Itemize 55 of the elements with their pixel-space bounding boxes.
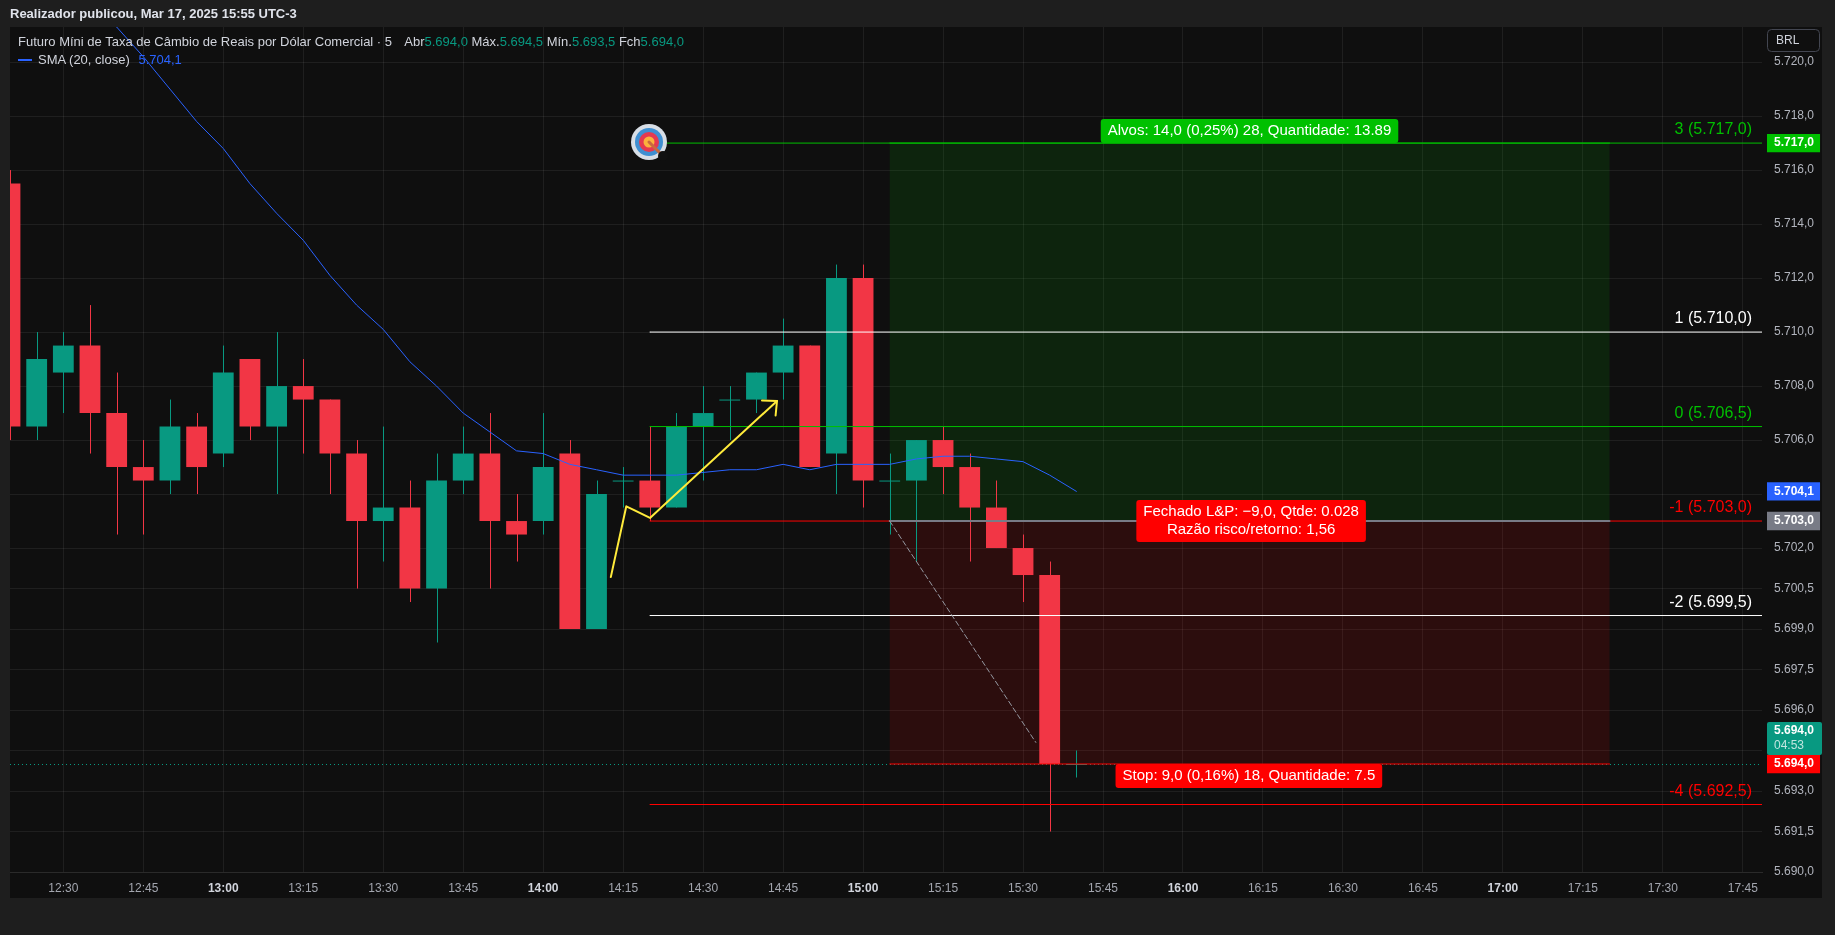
- annotation: Stop: 9,0 (0,16%) 18, Quantidade: 7.5: [1122, 766, 1376, 784]
- x-tick-label: 14:45: [768, 880, 799, 895]
- series-label: 0 (5.706,5): [1674, 403, 1752, 421]
- y-tick-label: 5.712,0: [1774, 270, 1815, 285]
- y-tick-label: 5.704,1: [1774, 483, 1815, 498]
- series-label: -1 (5.703,0): [1669, 498, 1752, 516]
- x-tick-label: 12:45: [128, 880, 159, 895]
- y-tick-label: 5.710,0: [1774, 324, 1815, 339]
- x-tick-label: 17:00: [1487, 880, 1519, 895]
- x-tick-label: 17:45: [1727, 880, 1759, 895]
- y-tick-label: 5.697,5: [1774, 661, 1815, 676]
- y-tick-label: 5.717,0: [1774, 135, 1815, 150]
- y-tick-label: 5.699,0: [1774, 621, 1815, 636]
- series-label: 3 (5.717,0): [1674, 120, 1752, 138]
- y-tick-label: 5.714,0: [1774, 216, 1815, 231]
- y-tick-label: 5.702,0: [1774, 540, 1815, 555]
- x-tick-label: 16:30: [1327, 880, 1359, 895]
- y-tick-label: 5.706,0: [1774, 432, 1815, 447]
- y-tick-label: 5.690,0: [1774, 864, 1815, 879]
- x-tick-label: 16:15: [1247, 880, 1279, 895]
- x-tick-label: 13:30: [368, 880, 399, 895]
- series-label: -2 (5.699,5): [1669, 592, 1752, 610]
- ref-line-label: 5.694,0 04:53: [1774, 723, 1815, 753]
- y-tick-label: 5.700,5: [1774, 580, 1815, 595]
- y-tick-label: 5.703,0: [1774, 513, 1815, 528]
- y-tick-label: 5.693,0: [1774, 783, 1815, 798]
- annotation: Alvos: 14,0 (0,25%) 28, Quantidade: 13.89: [1107, 121, 1392, 139]
- x-tick-label: 16:45: [1407, 880, 1439, 895]
- y-tick-label: 5.708,0: [1774, 378, 1815, 393]
- x-tick-label: 14:30: [688, 880, 719, 895]
- x-tick-label: 13:00: [207, 880, 239, 895]
- x-tick-label: 12:30: [48, 880, 79, 895]
- y-tick-label: 5.691,5: [1774, 823, 1815, 838]
- series-label: -4 (5.692,5): [1669, 781, 1752, 799]
- x-tick-label: 15:15: [928, 880, 959, 895]
- y-tick-label: 5.694,0: [1774, 756, 1815, 771]
- y-tick-label: 5.696,0: [1774, 702, 1815, 717]
- x-tick-label: 17:30: [1647, 880, 1679, 895]
- x-tick-label: 15:00: [847, 880, 879, 895]
- x-tick-label: 14:00: [527, 880, 559, 895]
- series-label: 1 (5.710,0): [1674, 309, 1752, 327]
- x-tick-label: 13:45: [448, 880, 479, 895]
- y-tick-label: 5.720,0: [1774, 54, 1815, 69]
- x-tick-label: 15:30: [1008, 880, 1039, 895]
- y-tick-label: 5.718,0: [1774, 108, 1815, 123]
- annotation: Abr5.694,0 Máx.5.694,5 Mín.5.693,5 Fch5.694,0: [404, 33, 684, 49]
- x-tick-label: 13:15: [288, 880, 319, 895]
- chart-subtitle: Realizador publicou, Mar 17, 2025 15:55 UTC-3: [10, 5, 297, 21]
- annotation: Fechado L&P: −9,0, Qtde: 0.028 Razão risco/retorno: 1,56: [1143, 502, 1359, 538]
- x-tick-label: 14:15: [608, 880, 639, 895]
- y-axis-title: BRL: [1776, 33, 1800, 48]
- y-tick-label: 5.716,0: [1774, 162, 1815, 177]
- x-tick-label: 15:45: [1087, 880, 1119, 895]
- x-tick-label: 17:15: [1567, 880, 1599, 895]
- x-tick-label: 16:00: [1167, 880, 1199, 895]
